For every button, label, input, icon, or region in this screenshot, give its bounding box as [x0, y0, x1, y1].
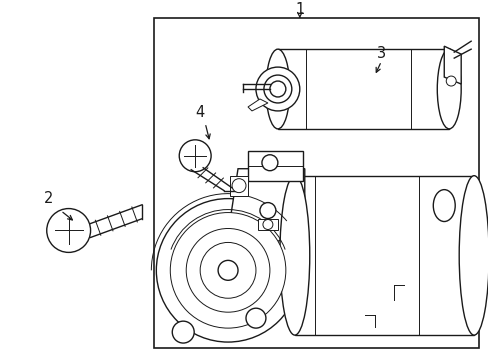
Ellipse shape: [156, 199, 299, 342]
Polygon shape: [229, 169, 304, 248]
Ellipse shape: [172, 321, 194, 343]
Ellipse shape: [263, 220, 272, 229]
Bar: [247, 151, 302, 181]
Ellipse shape: [432, 190, 454, 221]
Ellipse shape: [260, 203, 275, 219]
Bar: [277, 49, 448, 129]
Polygon shape: [443, 46, 460, 84]
Ellipse shape: [264, 75, 291, 103]
Ellipse shape: [170, 212, 285, 328]
Ellipse shape: [245, 308, 265, 328]
Ellipse shape: [262, 155, 277, 171]
Text: 4: 4: [195, 105, 204, 121]
Bar: [154, 18, 478, 348]
Ellipse shape: [458, 176, 488, 335]
Ellipse shape: [446, 76, 455, 86]
Ellipse shape: [279, 176, 309, 335]
Polygon shape: [258, 219, 277, 230]
Polygon shape: [247, 99, 267, 111]
Ellipse shape: [232, 179, 245, 193]
Ellipse shape: [218, 260, 238, 280]
Ellipse shape: [269, 81, 285, 97]
Polygon shape: [229, 176, 247, 195]
Bar: [294, 176, 473, 335]
Ellipse shape: [265, 49, 289, 129]
Ellipse shape: [179, 140, 211, 172]
Ellipse shape: [47, 208, 90, 252]
Text: 2: 2: [44, 191, 53, 206]
Ellipse shape: [186, 229, 269, 312]
Text: 3: 3: [376, 46, 385, 60]
Text: 1: 1: [295, 2, 304, 17]
Ellipse shape: [255, 67, 299, 111]
Ellipse shape: [436, 49, 460, 129]
Ellipse shape: [200, 242, 255, 298]
